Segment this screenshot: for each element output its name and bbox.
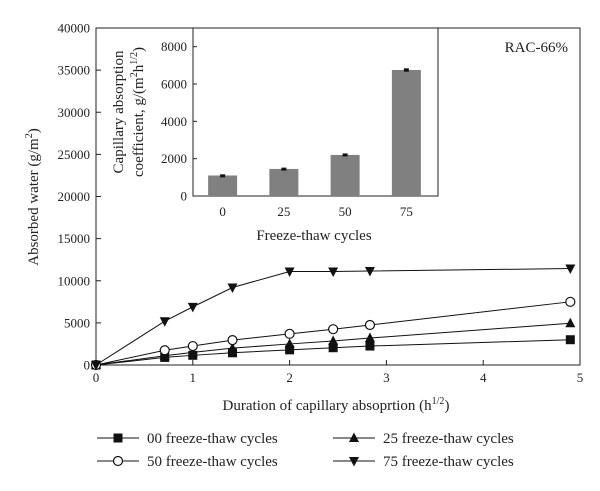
legend: 00 freeze-thaw cycles 25 freeze-thaw cycl… [97, 431, 514, 470]
legend-marker [349, 432, 359, 442]
main-x-tick-label: 2 [286, 370, 293, 385]
series-point [565, 296, 576, 307]
inset-y-tick-label: 6000 [161, 77, 187, 92]
main-y-tick-label: 40000 [58, 21, 91, 36]
main-y-tick-label: 25000 [58, 147, 91, 162]
main-y-tick-label: 30000 [58, 105, 91, 120]
legend-label: 25 freeze-thaw cycles [383, 431, 514, 447]
legend-marker [349, 457, 359, 467]
main-y-tick-label: 35000 [58, 63, 91, 78]
inset-error-bar [220, 174, 226, 178]
main-y-tick-label: 0 [84, 358, 91, 373]
inset-error-bar [281, 167, 287, 171]
main-x-tick-label: 1 [190, 370, 197, 385]
inset-y-axis-title-line2: coefficient, g/(m2h1/2) [129, 47, 147, 177]
series-point [328, 335, 339, 345]
series-point [159, 345, 170, 356]
series-point [364, 267, 375, 277]
main-series-group [90, 264, 576, 371]
inset-x-tick-label: 75 [400, 204, 413, 219]
series-point [328, 267, 339, 277]
main-y-tick-label: 5000 [64, 315, 90, 330]
inset-y-tick-label: 2000 [161, 151, 187, 166]
main-y-axis-title: Absorbed water (g/m2) [24, 128, 42, 265]
series-point [565, 335, 575, 345]
inset-bar [208, 175, 238, 196]
series-point [284, 338, 295, 348]
main-y-ticks: 0 5000 10000 15000 20000 25000 30000 35000 40000 [58, 21, 101, 373]
main-y-tick-label: 15000 [58, 231, 91, 246]
legend-item: 25 freeze-thaw cycles [333, 431, 514, 447]
series-point [284, 328, 295, 339]
series-3 [91, 264, 576, 371]
series-line [95, 268, 571, 366]
series-point [284, 267, 295, 277]
main-x-tick-label: 0 [93, 370, 100, 385]
main-x-ticks: 0 1 2 3 4 5 [93, 360, 584, 385]
inset-y-ticks: 0 2000 4000 6000 8000 [161, 39, 197, 204]
series-point [565, 264, 576, 275]
main-y-tick-label: 10000 [58, 273, 91, 288]
main-x-tick-label: 3 [383, 370, 390, 385]
inset-y-tick-label: 8000 [161, 39, 187, 54]
inset-y-tick-label: 4000 [161, 114, 187, 129]
inset-x-tick-label: 25 [277, 204, 290, 219]
series-point [364, 332, 375, 343]
series-point [364, 319, 376, 331]
legend-label: 50 freeze-thaw cycles [147, 454, 278, 470]
series-point [227, 283, 238, 293]
legend-item: 50 freeze-thaw cycles [97, 454, 278, 470]
annotation-label: RAC-66% [505, 40, 568, 56]
inset-x-tick-label: 0 [219, 204, 226, 219]
inset-y-axis-title-line1: Capillary absorption [111, 50, 127, 173]
inset-x-tick-label: 50 [339, 204, 352, 219]
series-line [95, 322, 571, 366]
inset-bar [330, 154, 360, 196]
inset-bars-group: 0 25 50 75 [208, 68, 421, 219]
legend-item: 75 freeze-thaw cycles [333, 454, 514, 470]
legend-marker [113, 433, 123, 443]
series-point [187, 302, 198, 313]
inset-y-tick-label: 0 [181, 189, 188, 204]
series-point [159, 317, 170, 327]
main-x-tick-label: 5 [577, 370, 584, 385]
series-point [91, 361, 101, 371]
series-point [187, 346, 198, 357]
series-point [285, 345, 295, 355]
main-x-axis-title: Duration of capillary absoprtion (h1/2) [223, 396, 450, 414]
legend-item: 00 freeze-thaw cycles [97, 431, 278, 447]
series-point [227, 342, 238, 353]
main-y-tick-label: 20000 [58, 189, 91, 204]
legend-label: 75 freeze-thaw cycles [383, 454, 514, 470]
inset-bar [269, 168, 299, 196]
series-point [227, 348, 237, 358]
inset-bar [391, 70, 421, 196]
series-point [227, 335, 238, 346]
main-x-tick-label: 4 [480, 370, 487, 385]
legend-label: 00 freeze-thaw cycles [147, 431, 278, 447]
legend-marker [112, 455, 124, 467]
series-point [187, 340, 198, 352]
series-point [328, 343, 338, 353]
inset-error-bar [342, 153, 348, 157]
series-line [95, 339, 571, 366]
inset-error-bar [403, 68, 409, 72]
inset-x-axis-title: Freeze-thaw cycles [256, 228, 372, 244]
series-point [365, 341, 375, 351]
series-point [328, 324, 339, 335]
series-point [565, 317, 576, 328]
